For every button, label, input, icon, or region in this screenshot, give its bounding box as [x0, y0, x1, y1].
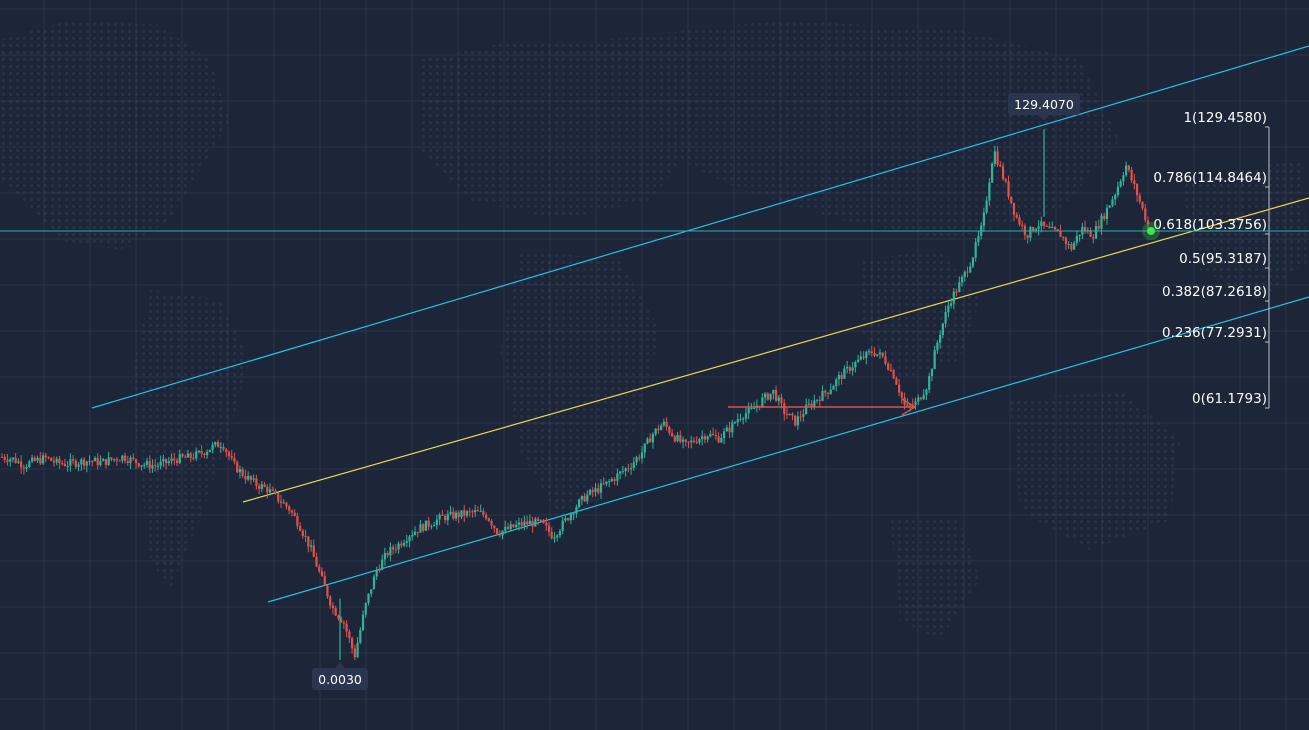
current-price-marker[interactable] [1142, 222, 1160, 240]
candle [236, 460, 238, 473]
candle [373, 574, 375, 589]
fib-level-0[interactable]: 1(129.4580) [1183, 110, 1269, 127]
candle [496, 528, 498, 535]
candle [789, 414, 791, 416]
candle [425, 521, 427, 531]
high-price-text: 129.4070 [1014, 97, 1074, 112]
candle [209, 450, 211, 453]
fib-level-3[interactable]: 0.5(95.3187) [1179, 251, 1269, 268]
candle [50, 457, 52, 461]
fib-level-label: 0.5(95.3187) [1179, 251, 1267, 267]
fib-level-label: 0.236(77.2931) [1162, 325, 1267, 341]
fib-level-label: 1(129.4580) [1183, 110, 1267, 126]
candle [794, 415, 796, 426]
fib-level-6[interactable]: 0(61.1793) [1192, 391, 1269, 408]
candle [991, 162, 993, 183]
candle [893, 369, 895, 379]
candle [578, 498, 580, 508]
fib-level-label: 0.382(87.2618) [1162, 284, 1267, 300]
fib-level-label: 0(61.1793) [1192, 391, 1267, 407]
fib-level-1[interactable]: 0.786(114.8464) [1153, 170, 1269, 187]
fib-level-4[interactable]: 0.382(87.2618) [1162, 284, 1269, 301]
candle [1109, 205, 1111, 208]
fib-level-label: 0.786(114.8464) [1153, 170, 1267, 186]
low-price-text: 0.0030 [318, 672, 362, 687]
fib-level-5[interactable]: 0.236(77.2931) [1162, 325, 1269, 342]
